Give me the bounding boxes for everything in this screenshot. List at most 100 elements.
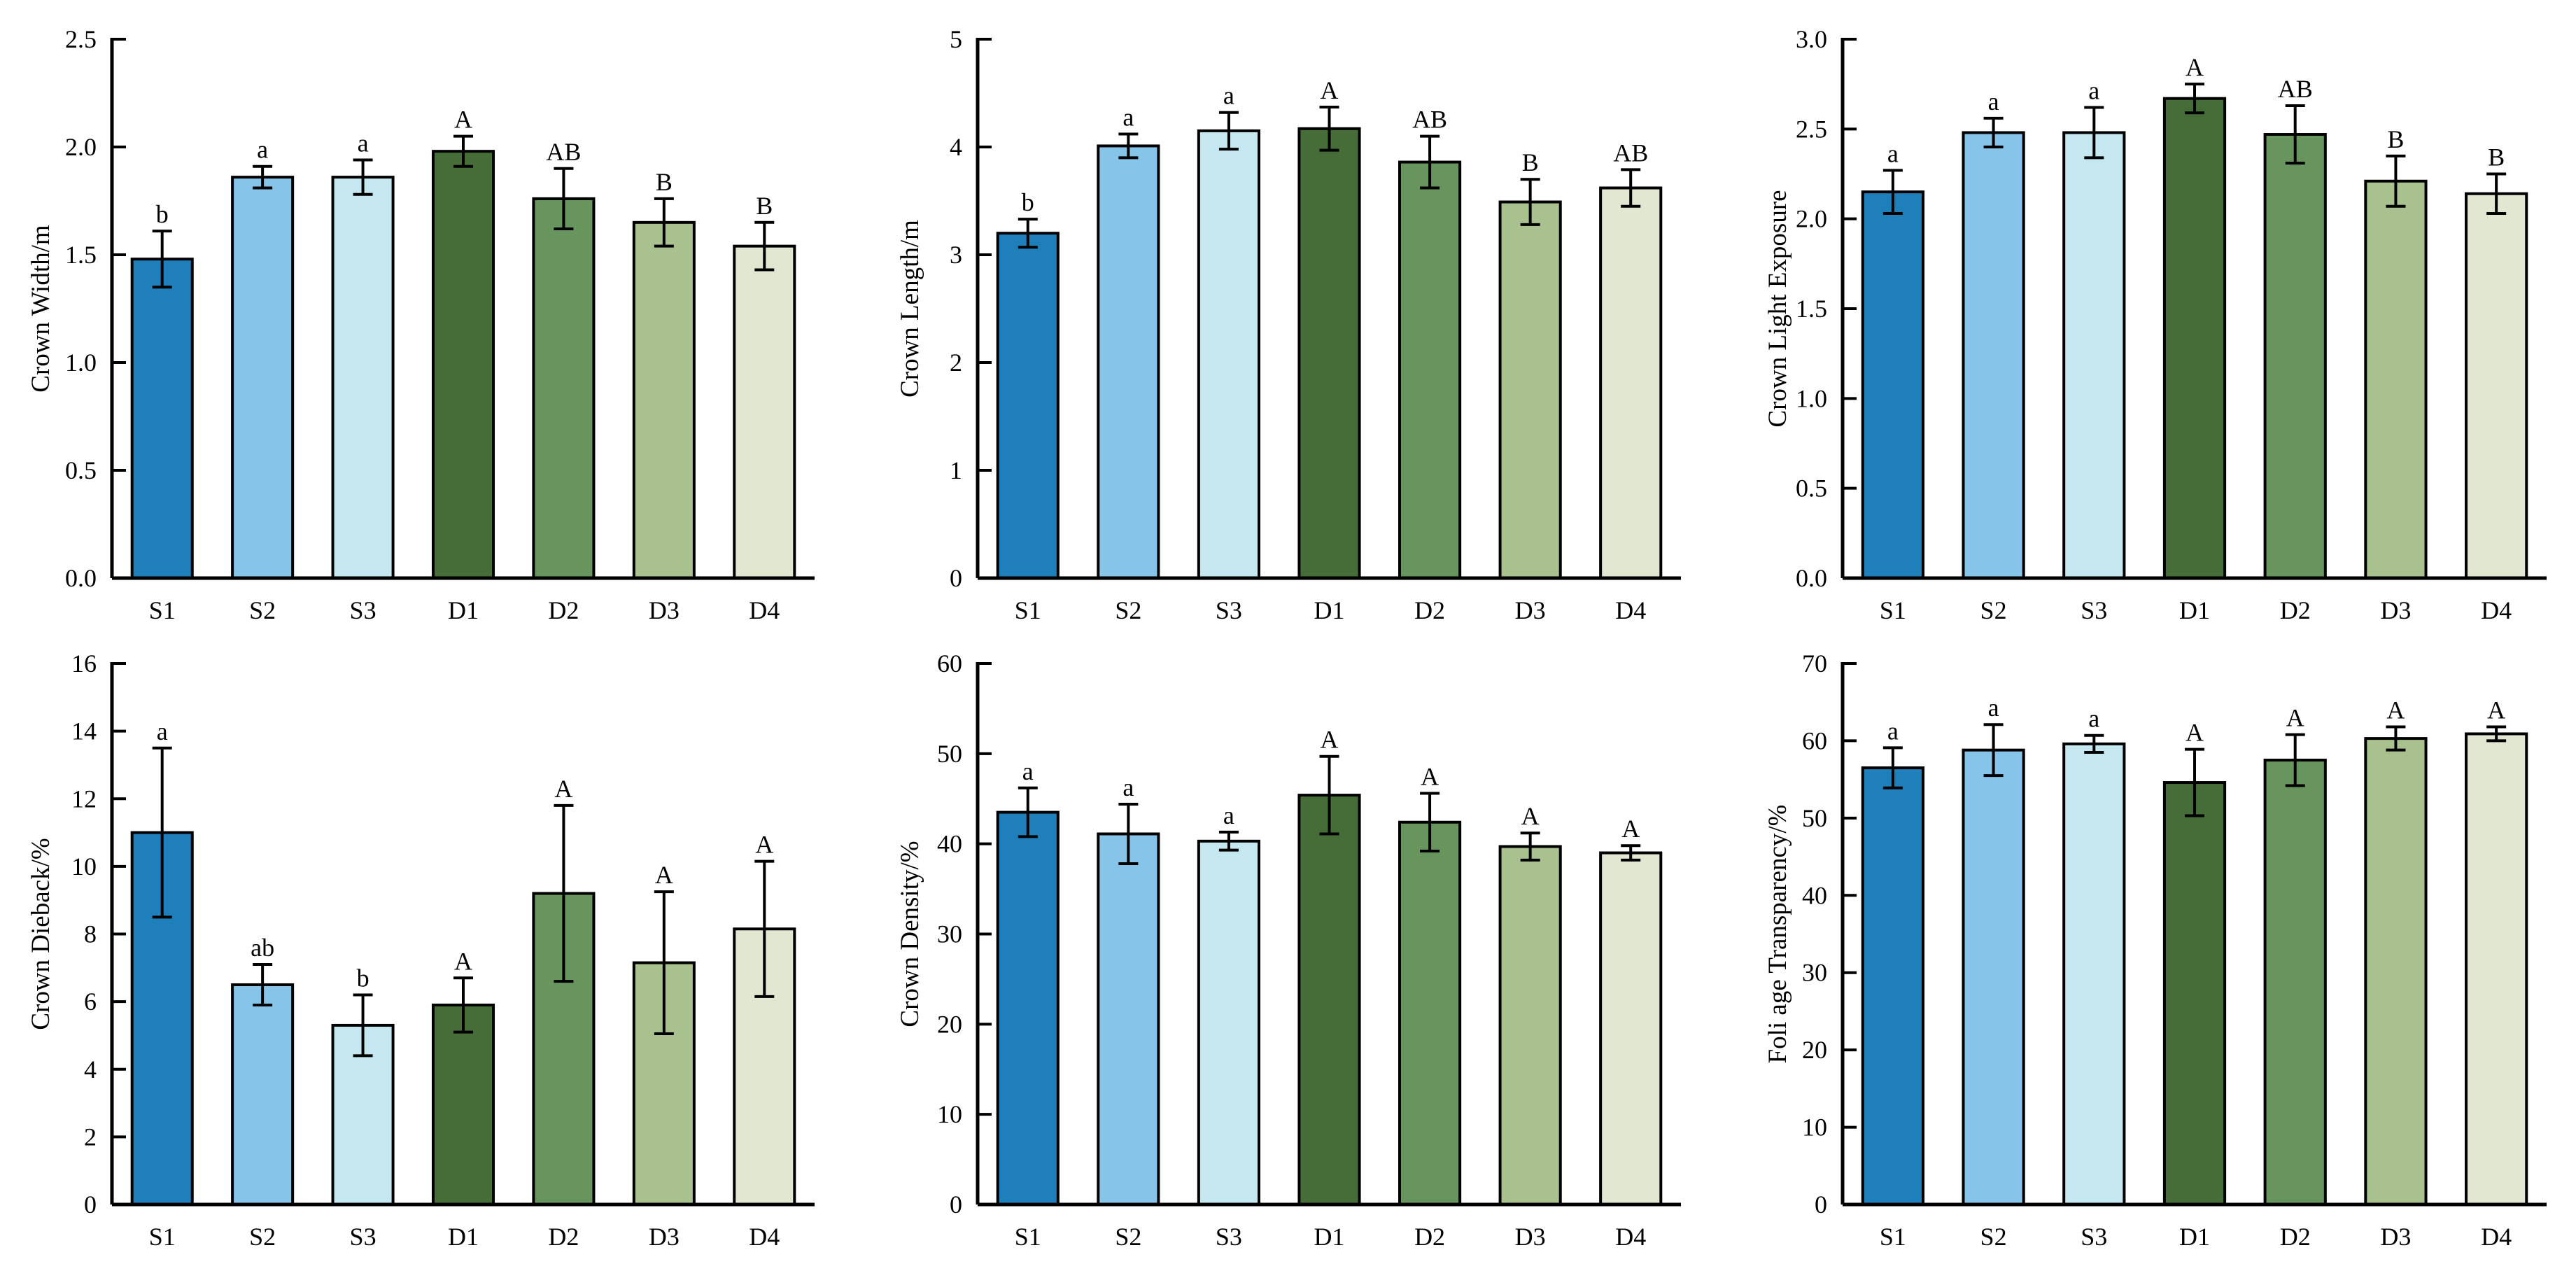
x-tick-label: S2 [249,1223,276,1251]
x-tick-label: D2 [2280,596,2311,624]
error-bar-D1 [1319,106,1339,152]
significance-label: a [2088,705,2099,733]
y-tick-label: 10 [71,852,97,880]
error-bar-S1 [1882,746,1903,789]
significance-label: A [1321,76,1339,104]
y-axis-label: Crown Density/% [896,841,924,1027]
y-tick-label: 3.0 [1796,25,1827,53]
bar-S2 [1097,144,1160,580]
significance-label: AB [546,138,581,166]
x-tick-label: D1 [1314,1223,1345,1251]
error-bar-S3 [2084,106,2104,160]
bar-D4 [1599,186,1663,580]
y-tick-label: 12 [71,785,97,813]
significance-label: A [1521,802,1540,830]
y-tick-label: 40 [937,830,962,858]
bar-S3 [2062,742,2126,1206]
x-tick-label: D1 [1314,596,1345,624]
y-tick-label: 2.0 [65,133,97,161]
x-tick-label: D3 [1515,596,1546,624]
y-tick-label: 2 [950,349,962,377]
error-bar-S2 [1983,116,2004,148]
significance-label: B [2387,125,2404,153]
error-bar-S2 [1118,802,1139,866]
significance-label: AB [2278,75,2313,103]
x-tick-label: D3 [1515,1223,1546,1251]
significance-label: A [2487,696,2505,724]
significance-label: A [655,861,673,889]
significance-label: ab [251,934,274,962]
significance-label: AB [1613,139,1648,167]
y-tick-label: 4 [84,1055,97,1083]
error-bar-D1 [1319,754,1339,836]
significance-label: B [2488,143,2505,171]
error-bar-S3 [353,158,373,196]
error-bar-D2 [554,167,574,231]
error-bar-D1 [2185,747,2204,817]
y-tick-label: 0.0 [1796,564,1827,592]
bar-D3 [632,220,696,580]
x-tick-label: D4 [1615,596,1646,624]
x-tick-label: D1 [448,596,479,624]
x-tick-label: D4 [2481,1223,2512,1251]
error-bar-D2 [554,803,574,983]
error-bar-D4 [2486,172,2507,215]
y-tick-label: 14 [71,717,97,745]
significance-label: a [1022,757,1034,785]
significance-label: a [1122,773,1134,801]
significance-label: a [2088,77,2099,105]
y-tick-label: 6 [84,988,97,1016]
significance-label: a [1223,82,1234,110]
y-tick-label: 60 [937,649,962,677]
bar-S2 [231,176,295,580]
bar-S2 [231,983,295,1206]
error-bar-S3 [353,993,373,1058]
bar-D2 [2263,133,2327,580]
y-tick-label: 60 [1802,726,1827,754]
x-tick-label: D3 [649,1223,680,1251]
error-bar-D2 [2285,733,2305,787]
error-bar-S2 [1983,723,2004,778]
bar-S2 [1097,832,1160,1206]
error-bar-S2 [253,164,273,190]
significance-label: A [2186,719,2204,747]
error-bar-D2 [1420,792,1440,852]
significance-label: B [1522,148,1539,176]
y-tick-label: 20 [937,1010,962,1038]
x-tick-label: D1 [2179,1223,2210,1251]
error-bar-D2 [2285,104,2305,165]
significance-label: a [358,129,369,157]
bar-S1 [1861,190,1924,580]
y-axis-label: Crown Width/m [27,225,55,393]
bar-D3 [1498,845,1562,1206]
x-tick-label: S3 [1216,596,1242,624]
chart-panel-6: a S1 a S2 a S3 A D1 A D2 A D3 A D4 0 10 20 30 40 50 60 70 Foli… [1764,649,2547,1251]
error-bar-S3 [1218,830,1239,852]
significance-label: a [1988,694,1999,722]
x-tick-label: D1 [2179,596,2210,624]
bar-D2 [532,197,596,580]
y-tick-label: 2.0 [1796,205,1827,233]
y-tick-label: 0 [950,564,962,592]
significance-label: A [2386,696,2405,724]
x-tick-label: D2 [1414,596,1445,624]
error-bar-D4 [2486,725,2507,743]
error-bar-S2 [1118,132,1139,160]
error-bar-D1 [453,134,473,168]
x-tick-label: D2 [548,1223,579,1251]
x-tick-label: D2 [548,596,579,624]
y-tick-label: 1.5 [1796,295,1827,323]
bar-D1 [1297,794,1361,1206]
significance-label: a [1887,139,1899,167]
y-tick-label: 30 [937,920,962,948]
error-bar-D3 [654,890,674,1036]
significance-label: A [2286,704,2304,732]
error-bar-S3 [2084,733,2104,754]
significance-label: A [454,947,472,975]
x-tick-label: S3 [350,1223,376,1251]
y-tick-label: 20 [1802,1036,1827,1064]
significance-label: b [1022,188,1034,216]
significance-label: A [454,106,472,134]
y-tick-label: 0.5 [65,456,97,484]
x-tick-label: S2 [1115,1223,1141,1251]
